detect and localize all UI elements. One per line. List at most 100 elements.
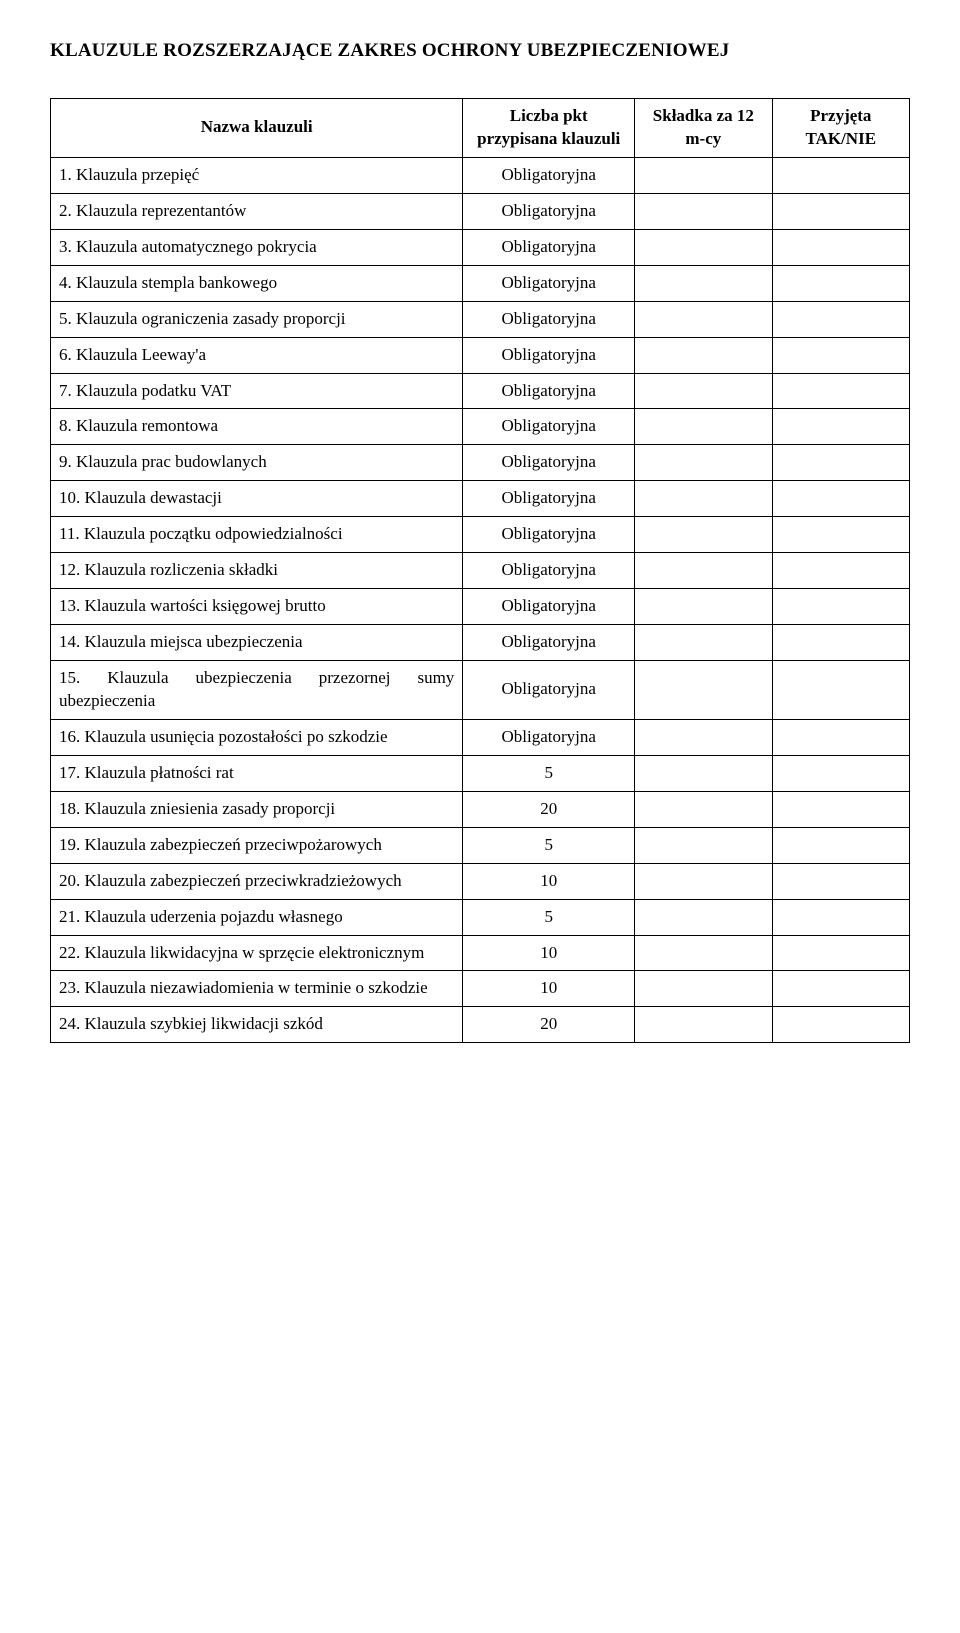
table-row: 8. Klauzula remontowaObligatoryjna — [51, 409, 910, 445]
clause-name: 15. Klauzula ubezpieczenia przezornej su… — [51, 661, 463, 720]
clause-name: 16. Klauzula usunięcia pozostałości po s… — [51, 719, 463, 755]
clause-points: 20 — [463, 791, 635, 827]
premium-cell — [635, 661, 772, 720]
premium-cell — [635, 719, 772, 755]
accepted-cell — [772, 971, 909, 1007]
premium-cell — [635, 1007, 772, 1043]
page-title: KLAUZULE ROZSZERZAJĄCE ZAKRES OCHRONY UB… — [50, 40, 910, 62]
clause-points: Obligatoryjna — [463, 265, 635, 301]
table-row: 9. Klauzula prac budowlanychObligatoryjn… — [51, 445, 910, 481]
table-row: 24. Klauzula szybkiej likwidacji szkód20 — [51, 1007, 910, 1043]
clause-points: 5 — [463, 899, 635, 935]
clause-name: 17. Klauzula płatności rat — [51, 755, 463, 791]
table-row: 22. Klauzula likwidacyjna w sprzęcie ele… — [51, 935, 910, 971]
table-row: 5. Klauzula ograniczenia zasady proporcj… — [51, 301, 910, 337]
clause-name: 2. Klauzula reprezentantów — [51, 193, 463, 229]
col-header-accepted: Przyjęta TAK/NIE — [772, 99, 909, 158]
table-row: 13. Klauzula wartości księgowej bruttoOb… — [51, 589, 910, 625]
clause-points: 10 — [463, 971, 635, 1007]
clause-name: 12. Klauzula rozliczenia składki — [51, 553, 463, 589]
accepted-cell — [772, 863, 909, 899]
accepted-cell — [772, 517, 909, 553]
clause-points: Obligatoryjna — [463, 157, 635, 193]
premium-cell — [635, 373, 772, 409]
clause-points: 5 — [463, 755, 635, 791]
clause-points: Obligatoryjna — [463, 445, 635, 481]
clause-points: 10 — [463, 935, 635, 971]
clause-points: Obligatoryjna — [463, 373, 635, 409]
premium-cell — [635, 589, 772, 625]
premium-cell — [635, 157, 772, 193]
col-header-points: Liczba pkt przypisana klauzuli — [463, 99, 635, 158]
clause-name: 11. Klauzula początku odpowiedzialności — [51, 517, 463, 553]
clause-name: 7. Klauzula podatku VAT — [51, 373, 463, 409]
clause-name: 5. Klauzula ograniczenia zasady proporcj… — [51, 301, 463, 337]
clause-points: Obligatoryjna — [463, 661, 635, 720]
premium-cell — [635, 553, 772, 589]
premium-cell — [635, 935, 772, 971]
col-header-premium: Składka za 12 m-cy — [635, 99, 772, 158]
table-row: 1. Klauzula przepięćObligatoryjna — [51, 157, 910, 193]
table-row: 12. Klauzula rozliczenia składkiObligato… — [51, 553, 910, 589]
accepted-cell — [772, 899, 909, 935]
premium-cell — [635, 301, 772, 337]
clause-points: Obligatoryjna — [463, 481, 635, 517]
premium-cell — [635, 791, 772, 827]
clause-name: 24. Klauzula szybkiej likwidacji szkód — [51, 1007, 463, 1043]
table-row: 23. Klauzula niezawiadomienia w terminie… — [51, 971, 910, 1007]
clause-points: Obligatoryjna — [463, 553, 635, 589]
table-row: 21. Klauzula uderzenia pojazdu własnego5 — [51, 899, 910, 935]
table-row: 7. Klauzula podatku VATObligatoryjna — [51, 373, 910, 409]
table-row: 6. Klauzula Leeway'aObligatoryjna — [51, 337, 910, 373]
table-row: 3. Klauzula automatycznego pokryciaOblig… — [51, 229, 910, 265]
table-row: 14. Klauzula miejsca ubezpieczeniaObliga… — [51, 625, 910, 661]
table-row: 4. Klauzula stempla bankowegoObligatoryj… — [51, 265, 910, 301]
accepted-cell — [772, 301, 909, 337]
accepted-cell — [772, 755, 909, 791]
premium-cell — [635, 755, 772, 791]
table-row: 19. Klauzula zabezpieczeń przeciwpożarow… — [51, 827, 910, 863]
accepted-cell — [772, 409, 909, 445]
accepted-cell — [772, 791, 909, 827]
clause-name: 6. Klauzula Leeway'a — [51, 337, 463, 373]
clause-points: Obligatoryjna — [463, 337, 635, 373]
accepted-cell — [772, 229, 909, 265]
accepted-cell — [772, 661, 909, 720]
premium-cell — [635, 481, 772, 517]
accepted-cell — [772, 445, 909, 481]
clause-name: 19. Klauzula zabezpieczeń przeciwpożarow… — [51, 827, 463, 863]
clause-name: 1. Klauzula przepięć — [51, 157, 463, 193]
clause-name: 10. Klauzula dewastacji — [51, 481, 463, 517]
premium-cell — [635, 229, 772, 265]
premium-cell — [635, 409, 772, 445]
clause-name: 22. Klauzula likwidacyjna w sprzęcie ele… — [51, 935, 463, 971]
clause-points: Obligatoryjna — [463, 193, 635, 229]
accepted-cell — [772, 625, 909, 661]
clause-points: Obligatoryjna — [463, 589, 635, 625]
premium-cell — [635, 863, 772, 899]
clause-name: 14. Klauzula miejsca ubezpieczenia — [51, 625, 463, 661]
clause-name: 18. Klauzula zniesienia zasady proporcji — [51, 791, 463, 827]
premium-cell — [635, 265, 772, 301]
table-row: 11. Klauzula początku odpowiedzialnościO… — [51, 517, 910, 553]
premium-cell — [635, 337, 772, 373]
table-row: 2. Klauzula reprezentantówObligatoryjna — [51, 193, 910, 229]
clause-points: Obligatoryjna — [463, 625, 635, 661]
table-row: 20. Klauzula zabezpieczeń przeciwkradzie… — [51, 863, 910, 899]
accepted-cell — [772, 589, 909, 625]
table-header-row: Nazwa klauzuli Liczba pkt przypisana kla… — [51, 99, 910, 158]
table-row: 16. Klauzula usunięcia pozostałości po s… — [51, 719, 910, 755]
clause-name: 9. Klauzula prac budowlanych — [51, 445, 463, 481]
clause-name: 3. Klauzula automatycznego pokrycia — [51, 229, 463, 265]
accepted-cell — [772, 481, 909, 517]
clause-name: 23. Klauzula niezawiadomienia w terminie… — [51, 971, 463, 1007]
clause-points: Obligatoryjna — [463, 229, 635, 265]
accepted-cell — [772, 1007, 909, 1043]
table-row: 17. Klauzula płatności rat5 — [51, 755, 910, 791]
clause-points: 5 — [463, 827, 635, 863]
clause-points: Obligatoryjna — [463, 409, 635, 445]
clause-points: Obligatoryjna — [463, 517, 635, 553]
accepted-cell — [772, 373, 909, 409]
accepted-cell — [772, 719, 909, 755]
clauses-table: Nazwa klauzuli Liczba pkt przypisana kla… — [50, 98, 910, 1043]
